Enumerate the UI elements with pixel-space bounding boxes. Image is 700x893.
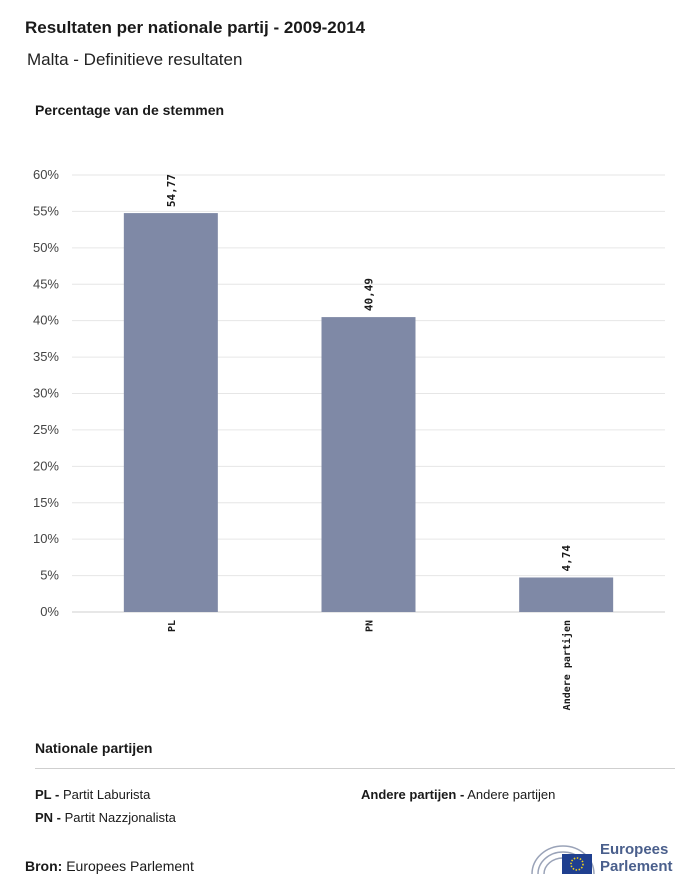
- x-tick-label: PL: [167, 620, 178, 632]
- source-line: Bron: Europees Parlement: [25, 858, 194, 874]
- bar: [321, 317, 416, 612]
- chart-subtitle: Malta - Definitieve resultaten: [27, 50, 243, 69]
- y-tick-label: 45%: [33, 276, 59, 291]
- logo-line1: Europees: [600, 841, 669, 858]
- y-tick-label: 15%: [33, 495, 59, 510]
- x-tick-label: PN: [365, 620, 376, 632]
- y-tick-label: 30%: [33, 386, 59, 401]
- y-tick-label: 0%: [40, 604, 59, 619]
- y-tick-label: 40%: [33, 313, 59, 328]
- source-label: Bron:: [25, 858, 63, 874]
- source-value: Europees Parlement: [66, 858, 194, 874]
- legend-name: Partit Nazzjonalista: [64, 810, 176, 825]
- y-tick-label: 10%: [33, 531, 59, 546]
- legend-title: Nationale partijen: [35, 740, 153, 756]
- chart-title: Resultaten per nationale partij - 2009-2…: [25, 18, 366, 37]
- legend-item-pl: PL - Partit Laburista: [35, 787, 150, 802]
- legend-item-andere: Andere partijen - Andere partijen: [361, 787, 555, 802]
- logo-line2: Parlement: [600, 858, 673, 875]
- legend-divider: [35, 768, 675, 769]
- x-tick-label: Andere partijen: [561, 620, 573, 710]
- legend-abbr: PN -: [35, 810, 61, 825]
- bar-value-label: 4,74: [560, 545, 573, 572]
- y-tick-label: 55%: [33, 203, 59, 218]
- bar: [123, 213, 218, 612]
- bar-value-label: 40,49: [363, 278, 376, 311]
- y-axis-label: Percentage van de stemmen: [35, 102, 225, 118]
- logo-text: Europees Parlement: [600, 841, 673, 875]
- legend-abbr: Andere partijen -: [361, 787, 465, 802]
- bar: [519, 577, 614, 612]
- y-tick-label: 25%: [33, 422, 59, 437]
- y-tick-label: 20%: [33, 458, 59, 473]
- y-tick-label: 60%: [33, 167, 59, 182]
- legend-abbr: PL -: [35, 787, 60, 802]
- european-parliament-logo: Europees Parlement: [528, 838, 688, 880]
- parliament-emblem-icon: [531, 845, 595, 875]
- legend-name: Partit Laburista: [62, 787, 151, 802]
- legend-name: Andere partijen: [467, 787, 556, 802]
- y-tick-label: 5%: [40, 568, 59, 583]
- y-tick-label: 35%: [33, 349, 59, 364]
- legend-item-pn: PN - Partit Nazzjonalista: [35, 810, 176, 825]
- y-tick-label: 50%: [33, 240, 59, 255]
- bar-value-label: 54,77: [165, 174, 178, 207]
